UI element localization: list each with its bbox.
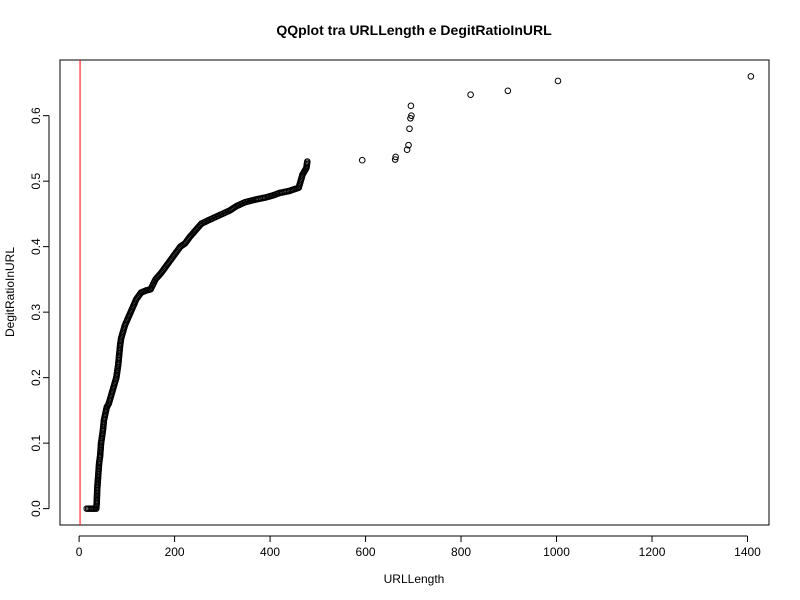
data-point <box>407 102 415 110</box>
x-axis: 0 200 400 600 800 1000 1200 1400 <box>76 535 761 559</box>
y-tick-label: 0.2 <box>29 369 43 386</box>
y-tick-label: 0.6 <box>29 107 43 124</box>
data-point <box>408 112 415 119</box>
x-tick-label: 1400 <box>734 545 761 559</box>
plot-frame <box>59 59 770 526</box>
data-point <box>504 87 512 95</box>
x-tick-label: 1200 <box>639 545 666 559</box>
y-tick-label: 0.4 <box>29 238 43 255</box>
data-point <box>554 77 562 85</box>
y-axis: 0.0 0.1 0.2 0.3 0.4 0.5 0.6 <box>29 107 50 517</box>
x-tick-label: 600 <box>356 545 376 559</box>
data-point <box>406 125 413 133</box>
data-point <box>392 153 399 161</box>
data-point <box>403 146 411 154</box>
data-point <box>391 156 399 163</box>
data-point <box>405 141 412 149</box>
x-tick-label: 0 <box>76 545 83 559</box>
data-point <box>358 156 366 164</box>
chart-title: QQplot tra URLLength e DegitRatioInURL <box>276 22 552 38</box>
x-tick-label: 200 <box>165 545 185 559</box>
x-tick-label: 400 <box>260 545 280 559</box>
data-point <box>747 73 755 80</box>
y-tick-label: 0.1 <box>29 434 43 451</box>
points-group <box>83 73 755 512</box>
y-tick-label: 0.0 <box>29 500 43 517</box>
x-tick-label: 800 <box>451 545 471 559</box>
x-axis-label: URLLength <box>384 572 445 586</box>
y-axis-label: DegitRatioInURL <box>3 247 17 337</box>
data-point <box>467 91 474 99</box>
y-tick-label: 0.3 <box>29 303 43 320</box>
y-tick-label: 0.5 <box>29 172 43 189</box>
data-point <box>304 158 311 165</box>
x-tick-label: 1000 <box>543 545 570 559</box>
